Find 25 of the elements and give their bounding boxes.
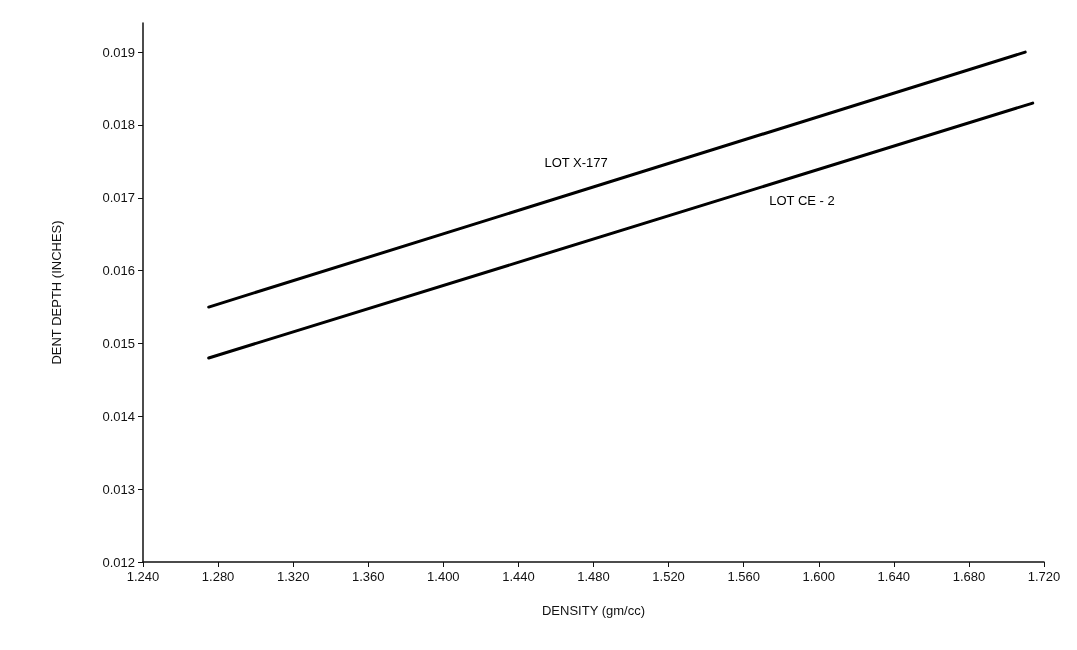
y-tick-label: 0.015 bbox=[102, 335, 135, 351]
series-label: LOT X-177 bbox=[544, 154, 608, 170]
y-tick-label: 0.018 bbox=[102, 117, 135, 133]
x-tick-label: 1.560 bbox=[727, 569, 760, 584]
x-tick-label: 1.240 bbox=[126, 569, 160, 584]
x-tick-label: 1.440 bbox=[502, 569, 535, 584]
y-tick-label: 0.017 bbox=[102, 190, 135, 206]
x-tick-label: 1.360 bbox=[351, 569, 385, 584]
x-tick-label: 1.520 bbox=[652, 569, 685, 584]
x-tick-label: 1.600 bbox=[802, 569, 836, 584]
y-tick-label: 0.013 bbox=[102, 481, 135, 497]
x-tick-label: 1.400 bbox=[427, 569, 460, 584]
y-tick-label: 0.012 bbox=[102, 554, 135, 570]
x-tick-label: 1.320 bbox=[276, 569, 310, 584]
x-tick-label: 1.480 bbox=[577, 569, 610, 584]
x-tick-label: 1.640 bbox=[877, 569, 911, 584]
y-tick-label: 0.014 bbox=[102, 408, 135, 424]
y-tick-label: 0.016 bbox=[102, 263, 135, 279]
x-tick-label: 1.280 bbox=[201, 569, 235, 584]
x-tick-label: 1.720 bbox=[1027, 569, 1061, 584]
y-tick-label: 0.019 bbox=[102, 44, 135, 60]
series-label: LOT CE - 2 bbox=[769, 193, 835, 208]
x-axis-title: DENSITY (gm/cc) bbox=[541, 603, 646, 618]
y-axis-title: DENT DEPTH (INCHES) bbox=[49, 220, 64, 365]
x-tick-label: 1.680 bbox=[952, 569, 986, 584]
